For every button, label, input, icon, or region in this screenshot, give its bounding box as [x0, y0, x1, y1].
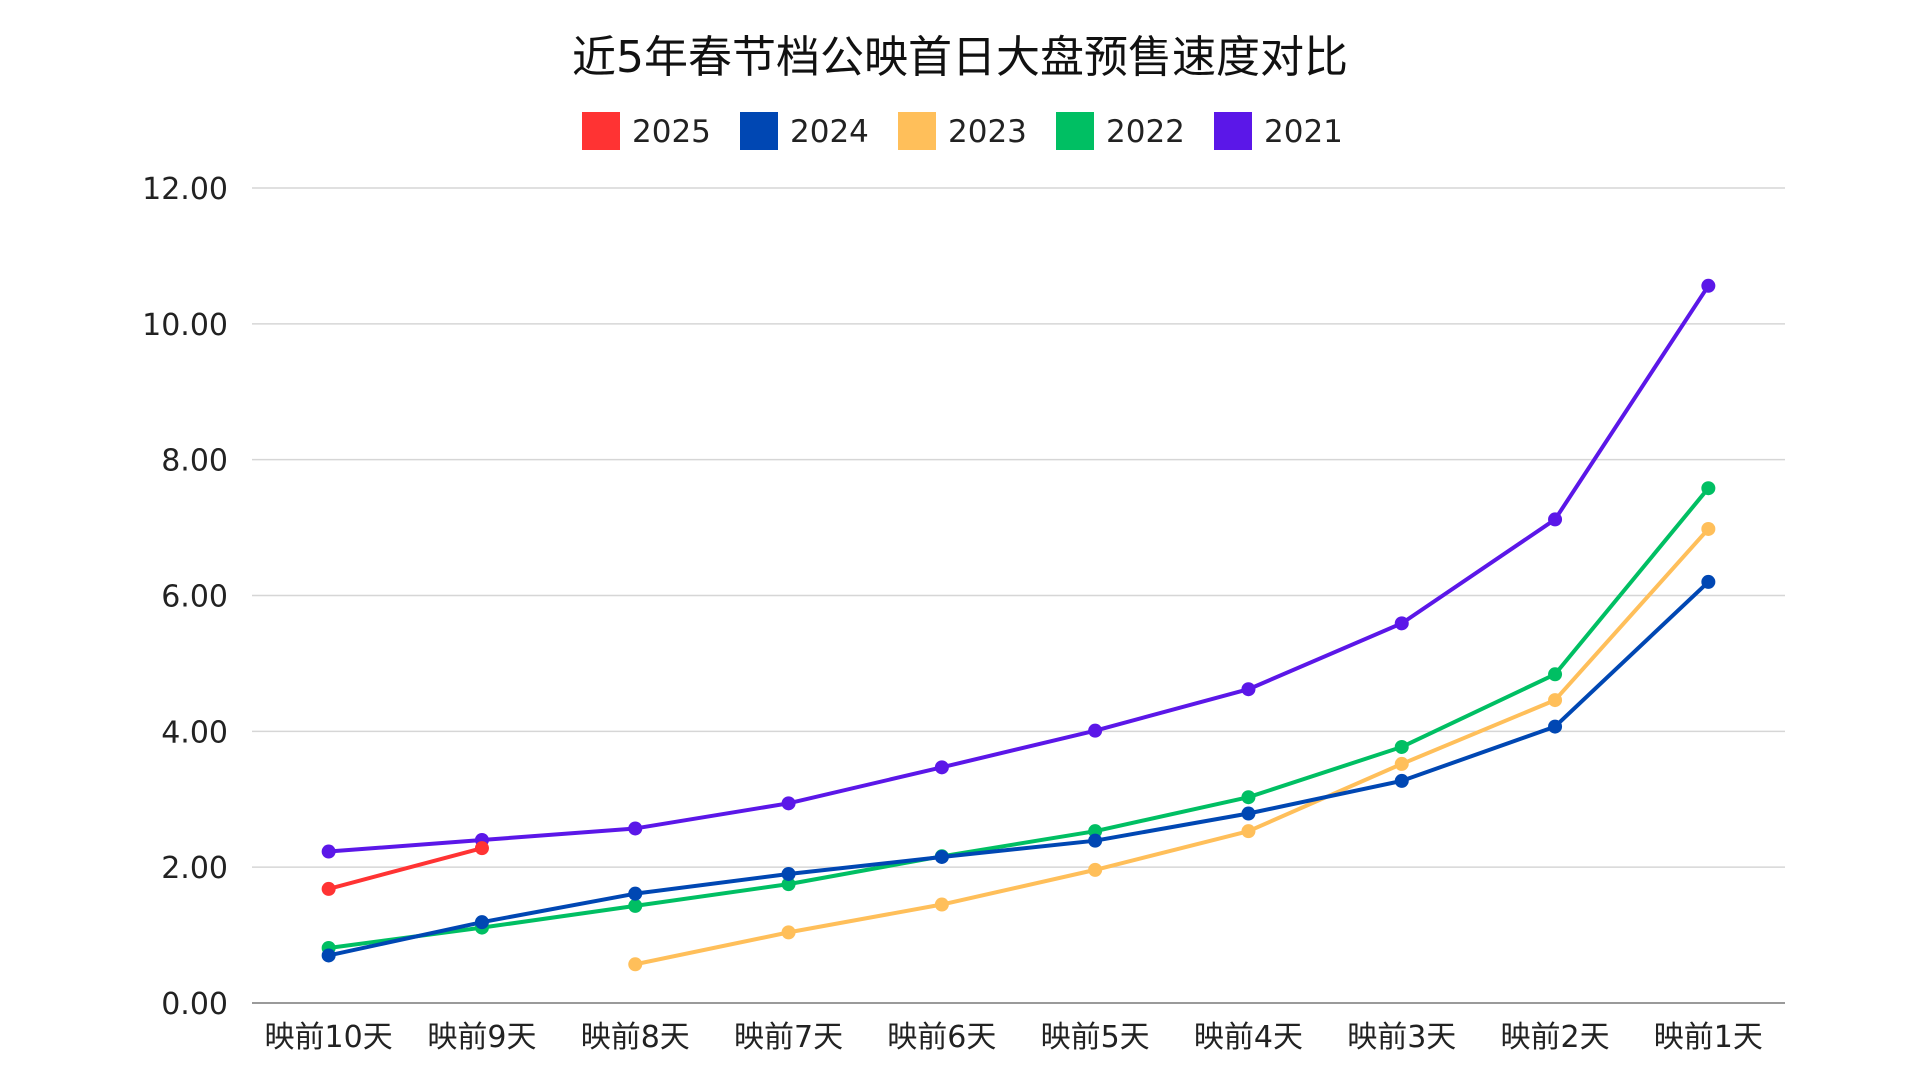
legend-label: 2024 [790, 114, 869, 150]
legend-item-2025: 2025 [582, 112, 711, 150]
legend: 2025 2024 2023 2022 2021 [582, 112, 1343, 150]
data-point-2021 [1394, 616, 1409, 631]
x-axis-ticks: 映前10天 映前9天 映前8天 映前7天 映前6天 映前5天 映前4天 映前3天 映前2天 映前1… [265, 1020, 1763, 1055]
data-point-2022 [1394, 739, 1409, 754]
series-2025 [321, 841, 489, 896]
legend-swatch [1056, 112, 1094, 150]
x-tick-label: 映前7天 [734, 1020, 843, 1055]
y-tick-label: 10.00 [142, 308, 228, 343]
y-tick-label: 4.00 [161, 715, 228, 750]
x-tick-label: 映前3天 [1347, 1020, 1456, 1055]
series-line-2024 [326, 579, 1711, 958]
series-line-2022 [326, 486, 1711, 950]
data-point-2024 [1088, 833, 1103, 848]
data-point-2023 [1548, 693, 1563, 708]
data-point-2024 [1394, 773, 1409, 788]
y-tick-label: 6.00 [161, 580, 228, 615]
data-point-2021 [1241, 682, 1256, 697]
data-point-2023 [934, 897, 949, 912]
y-axis-ticks: 0.00 2.00 4.00 6.00 8.00 10.00 12.00 [142, 172, 228, 1022]
x-tick-label: 映前9天 [427, 1020, 536, 1055]
data-point-2024 [1241, 806, 1256, 821]
x-tick-label: 映前4天 [1194, 1020, 1303, 1055]
legend-label: 2021 [1264, 114, 1343, 150]
series-line-2025 [326, 846, 484, 891]
data-point-2023 [781, 925, 796, 940]
y-tick-label: 12.00 [142, 172, 228, 207]
gridlines [252, 187, 1785, 868]
series-2021 [321, 278, 1716, 859]
data-point-2024 [1701, 574, 1716, 589]
data-point-2022 [1548, 667, 1563, 682]
data-point-2024 [1548, 719, 1563, 734]
x-tick-label: 映前1天 [1654, 1020, 1763, 1055]
data-point-2021 [1088, 723, 1103, 738]
data-point-2023 [628, 957, 643, 972]
data-point-2021 [321, 844, 336, 859]
y-tick-label: 2.00 [161, 851, 228, 886]
data-point-2023 [1701, 521, 1716, 536]
y-tick-label: 8.00 [161, 444, 228, 479]
series-2022 [321, 481, 1716, 955]
data-point-2021 [934, 760, 949, 775]
series-line-2023 [633, 526, 1711, 967]
data-point-2024 [321, 948, 336, 963]
data-point-2022 [628, 898, 643, 913]
series-line-2021 [326, 283, 1711, 854]
data-point-2021 [1701, 278, 1716, 293]
legend-label: 2025 [632, 114, 711, 150]
data-point-2025 [321, 881, 336, 896]
x-tick-label: 映前8天 [581, 1020, 690, 1055]
data-point-2024 [781, 866, 796, 881]
series-2023 [628, 521, 1716, 972]
x-tick-label: 映前5天 [1041, 1020, 1150, 1055]
legend-swatch [582, 112, 620, 150]
data-point-2021 [628, 821, 643, 836]
series-2024 [321, 574, 1716, 963]
data-point-2023 [1241, 824, 1256, 839]
legend-label: 2023 [948, 114, 1027, 150]
data-point-2024 [934, 849, 949, 864]
x-tick-label: 映前6天 [887, 1020, 996, 1055]
chart-title: 近5年春节档公映首日大盘预售速度对比 [572, 32, 1348, 83]
legend-item-2021: 2021 [1214, 112, 1343, 150]
legend-swatch [1214, 112, 1252, 150]
data-point-2023 [1088, 862, 1103, 877]
data-point-2023 [1394, 756, 1409, 771]
y-tick-label: 0.00 [161, 987, 228, 1022]
data-point-2022 [1701, 481, 1716, 496]
data-point-2021 [1548, 512, 1563, 527]
x-tick-label: 映前10天 [265, 1020, 393, 1055]
data-point-2024 [474, 915, 489, 930]
data-point-2022 [1241, 790, 1256, 805]
x-tick-label: 映前2天 [1501, 1020, 1610, 1055]
series [321, 278, 1716, 972]
legend-item-2022: 2022 [1056, 112, 1185, 150]
data-point-2024 [628, 886, 643, 901]
data-point-2021 [781, 796, 796, 811]
data-point-2022 [781, 877, 796, 892]
legend-label: 2022 [1106, 114, 1185, 150]
legend-swatch [898, 112, 936, 150]
legend-item-2023: 2023 [898, 112, 1027, 150]
data-point-2025 [474, 841, 489, 856]
legend-item-2024: 2024 [740, 112, 869, 150]
legend-swatch [740, 112, 778, 150]
